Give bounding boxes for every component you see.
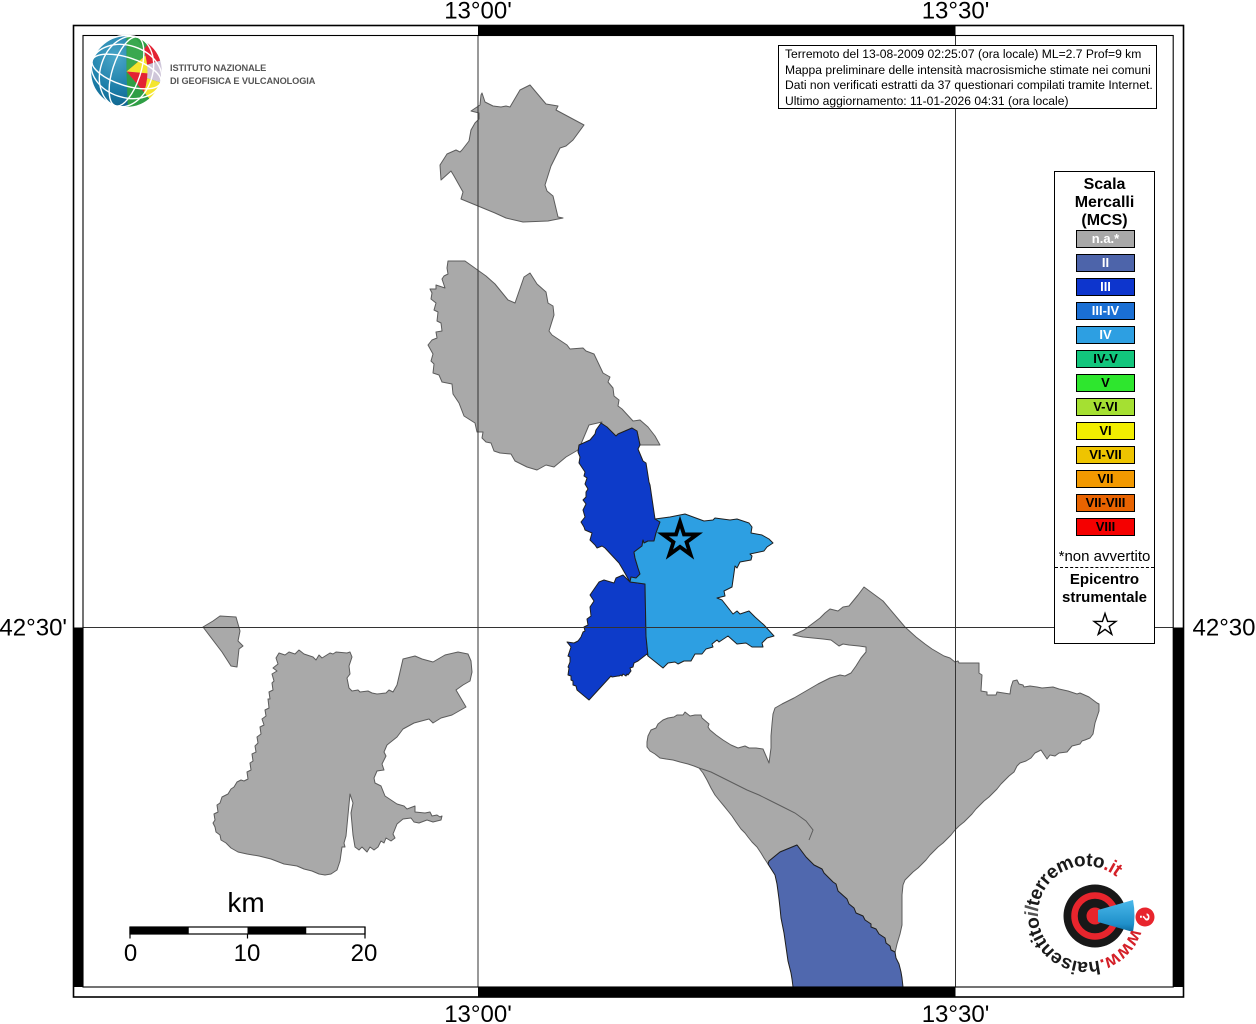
svg-text:42°30': 42°30' bbox=[1193, 615, 1256, 642]
svg-text:0: 0 bbox=[124, 940, 137, 967]
svg-text:?: ? bbox=[1137, 913, 1153, 922]
svg-text:13°00': 13°00' bbox=[444, 1001, 512, 1024]
svg-text:20: 20 bbox=[351, 940, 378, 967]
svg-text:DI GEOFISICA E VULCANOLOGIA: DI GEOFISICA E VULCANOLOGIA bbox=[170, 76, 316, 86]
svg-text:km: km bbox=[227, 887, 264, 918]
svg-text:ISTITUTO NAZIONALE: ISTITUTO NAZIONALE bbox=[170, 63, 266, 73]
svg-text:13°30': 13°30' bbox=[922, 1001, 990, 1024]
svg-text:13°00': 13°00' bbox=[444, 0, 512, 25]
svg-text:10: 10 bbox=[234, 940, 261, 967]
svg-text:42°30': 42°30' bbox=[0, 615, 67, 642]
svg-text:13°30': 13°30' bbox=[922, 0, 990, 25]
